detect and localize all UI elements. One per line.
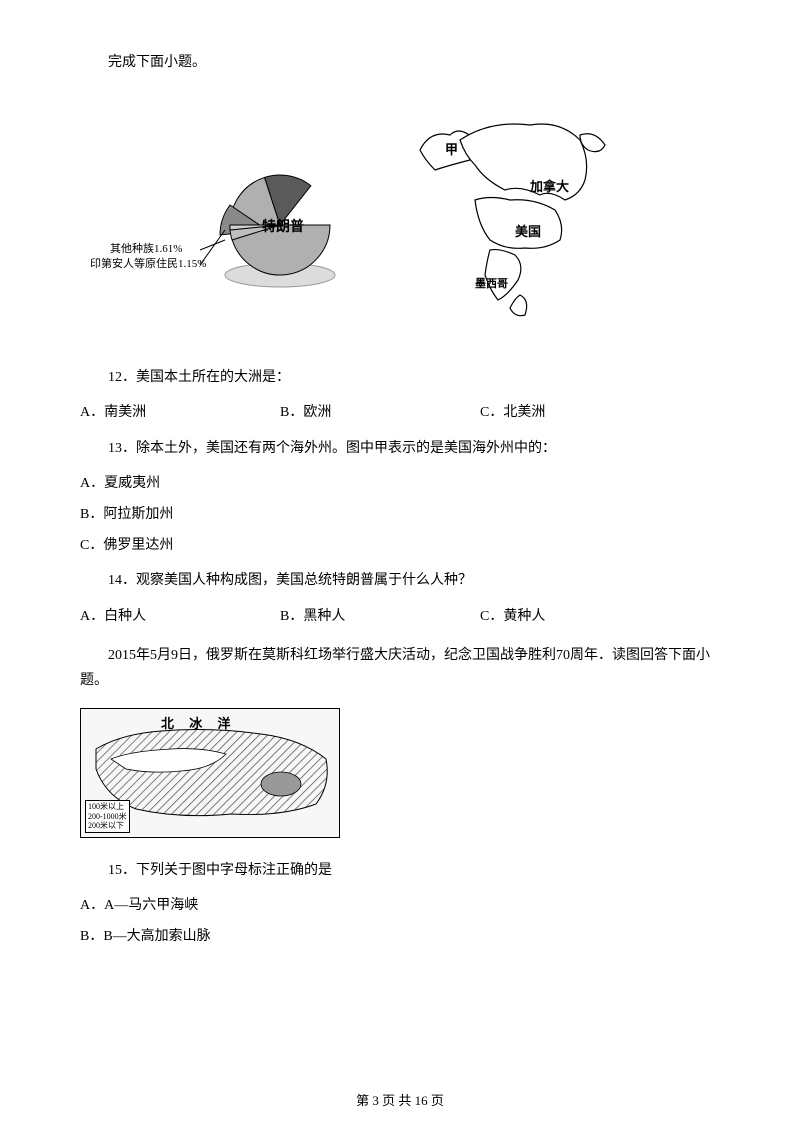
map-label-canada: 加拿大: [530, 175, 569, 198]
q12-option-a: A．南美洲: [80, 400, 280, 425]
intro-text: 完成下面小题。: [80, 50, 720, 75]
pie-chart: 特朗普 其他种族1.61% 印第安人等原住民1.15%: [170, 115, 370, 315]
q12-option-c: C．北美洲: [480, 400, 680, 425]
legend-line-1: 100米以上: [88, 802, 127, 812]
q13-stem: 13．除本土外，美国还有两个海外州。图中甲表示的是美国海外州中的：: [80, 436, 720, 461]
map-label-mexico: 墨西哥: [475, 275, 508, 295]
q12-option-b: B．欧洲: [280, 400, 480, 425]
map-label-jia: 甲: [445, 138, 458, 161]
russia-map-legend: 100米以上 200-1000米 200米以下: [85, 800, 130, 833]
q12-stem: 12．美国本土所在的大洲是：: [80, 365, 720, 390]
legend-line-3: 200米以下: [88, 821, 127, 831]
q14-stem: 14．观察美国人种构成图，美国总统特朗普属于什么人种？: [80, 568, 720, 593]
q15-stem: 15．下列关于图中字母标注正确的是: [80, 858, 720, 883]
q13-option-b: B．阿拉斯加州: [80, 502, 720, 527]
q13-option-c: C．佛罗里达州: [80, 533, 720, 558]
pie-slice-label-2: 印第安人等原住民1.15%: [90, 255, 206, 275]
passage-2: 2015年5月9日，俄罗斯在莫斯科红场举行盛大庆活动，纪念卫国战争胜利70周年．…: [80, 643, 720, 693]
q14-option-a: A．白种人: [80, 604, 280, 629]
figure-1: 特朗普 其他种族1.61% 印第安人等原住民1.15% 甲 加拿大 美国 墨西哥: [80, 95, 720, 335]
russia-map: 北 冰 洋 100米以上 200-1000米 200米以下: [80, 708, 340, 838]
q14-options: A．白种人 B．黑种人 C．黄种人: [80, 604, 720, 629]
q13-option-a: A．夏威夷州: [80, 471, 720, 496]
q15-options: A．A—马六甲海峡 B．B—大高加索山脉: [80, 893, 720, 949]
q14-option-c: C．黄种人: [480, 604, 680, 629]
north-america-map: 甲 加拿大 美国 墨西哥: [390, 100, 630, 330]
map-label-usa: 美国: [515, 220, 541, 243]
page-footer: 第 3 页 共 16 页: [0, 1089, 800, 1112]
q12-options: A．南美洲 B．欧洲 C．北美洲: [80, 400, 720, 425]
q15-option-b: B．B—大高加索山脉: [80, 924, 720, 949]
q15-option-a: A．A—马六甲海峡: [80, 893, 720, 918]
q13-options: A．夏威夷州 B．阿拉斯加州 C．佛罗里达州: [80, 471, 720, 559]
q14-option-b: B．黑种人: [280, 604, 480, 629]
pie-center-label: 特朗普: [262, 215, 304, 240]
